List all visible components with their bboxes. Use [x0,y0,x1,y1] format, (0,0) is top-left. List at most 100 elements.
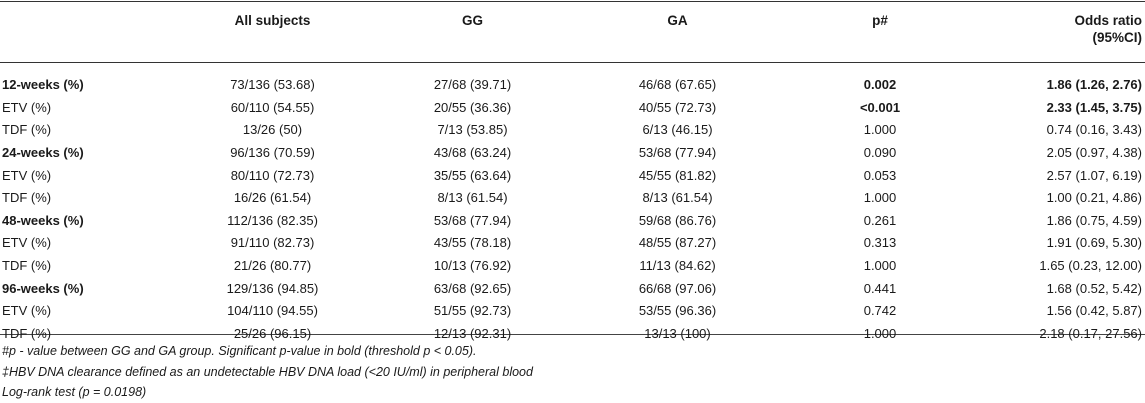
cell-odds-ratio: 1.65 (0.23, 12.00) [1039,258,1142,274]
cell-odds-ratio: 1.56 (0.42, 5.87) [1046,303,1142,319]
header-odds-ratio-line2: (95%CI) [1092,30,1142,45]
header-col-gg: GG [461,13,483,28]
cell-all-subjects: 25/26 (96.15) [233,325,312,341]
header-col-label [0,0,175,74]
cell-ga: 59/68 (86.76) [638,212,717,228]
cell-gg: 10/13 (76.92) [433,258,512,274]
cell-odds-ratio: 1.86 (0.75, 4.59) [1046,212,1142,228]
row-label: ETV (%) [2,99,52,115]
header-col-p: p# [872,13,888,28]
cell-odds-ratio: 0.74 (0.16, 3.43) [1046,122,1142,138]
cell-gg: 8/13 (61.54) [437,190,508,206]
footnote-hbv-dna: ‡HBV DNA clearance defined as an undetec… [2,364,533,379]
cell-all-subjects: 112/136 (82.35) [227,212,318,228]
cell-p-value: 1.000 [863,325,897,341]
row-label: ETV (%) [2,235,52,251]
cell-gg: 7/13 (53.85) [437,122,508,138]
cell-all-subjects: 129/136 (94.85) [226,280,319,296]
cell-ga: 11/13 (84.62) [639,258,716,274]
header-col-ga: GA [667,13,688,28]
top-rule [0,1,1145,2]
cell-odds-ratio: 1.68 (0.52, 5.42) [1046,280,1142,296]
cell-all-subjects: 21/26 (80.77) [233,258,312,274]
cell-odds-ratio: 1.91 (0.69, 5.30) [1046,235,1142,251]
cell-gg: 27/68 (39.71) [433,77,512,93]
cell-all-subjects: 80/110 (72.73) [230,167,315,183]
bottom-rule [0,334,1145,335]
header-row: All subjects GG GA p# Odds ratio (95%CI) [0,0,1145,74]
table-row: 48-weeks (%) 112/136 (82.35) 53/68 (77.94)… [0,210,1145,233]
cell-ga: 8/13 (61.54) [642,190,713,206]
cell-ga: 40/55 (72.73) [638,99,717,115]
cell-gg: 43/68 (63.24) [433,145,512,161]
cell-gg: 43/55 (78.18) [433,235,512,251]
table-footnotes: #p - value between GG and GA group. Sign… [2,341,533,403]
cell-gg: 53/68 (77.94) [433,212,512,228]
cell-odds-ratio: 1.00 (0.21, 4.86) [1046,190,1142,206]
table-row: TDF (%) 16/26 (61.54) 8/13 (61.54) 8/13 (61… [0,187,1145,210]
row-label: ETV (%) [2,303,52,319]
cell-gg: 51/55 (92.73) [433,303,512,319]
cell-all-subjects: 60/110 (54.55) [230,99,315,115]
cell-ga: 66/68 (97.06) [638,280,717,296]
table-row: 12-weeks (%) 73/136 (53.68) 27/68 (39.71) 4… [0,74,1145,97]
row-label: TDF (%) [2,122,52,138]
cell-all-subjects: 16/26 (61.54) [233,190,312,206]
table-row: ETV (%) 91/110 (82.73) 43/55 (78.18) 48/55 … [0,232,1145,255]
table-row: ETV (%) 80/110 (72.73) 35/55 (63.64) 45/55 … [0,164,1145,187]
cell-all-subjects: 96/136 (70.59) [230,145,315,161]
row-label: 24-weeks (%) [2,145,84,161]
header-rule [0,62,1145,63]
cell-ga: 53/68 (77.94) [638,145,717,161]
header-odds-ratio-line1: Odds ratio [1074,13,1142,28]
cell-odds-ratio: 2.57 (1.07, 6.19) [1046,167,1142,183]
table-row: 24-weeks (%) 96/136 (70.59) 43/68 (63.24) 5… [0,142,1145,165]
cell-p-value: 0.090 [863,145,897,161]
cell-all-subjects: 91/110 (82.73) [230,235,315,251]
row-label: 12-weeks (%) [2,77,84,93]
cell-p-value: 1.000 [863,190,897,206]
cell-odds-ratio: 2.33 (1.45, 3.75) [1046,99,1142,115]
cell-odds-ratio: 1.86 (1.26, 2.76) [1046,77,1142,93]
cell-ga: 13/13 (100) [644,325,711,341]
cell-p-value: 1.000 [863,258,897,274]
table-row: TDF (%) 25/26 (96.15) 12/13 (92.31) 13/13 (… [0,323,1145,346]
cell-gg: 12/13 (92.31) [433,325,512,341]
row-label: 48-weeks (%) [2,212,84,228]
cell-odds-ratio: 2.18 (0.17, 27.56) [1039,325,1142,341]
header-col-all-subjects: All subjects [234,13,311,28]
row-label: 96-weeks (%) [2,280,84,296]
table-row: 96-weeks (%) 129/136 (94.85) 63/68 (92.65)… [0,277,1145,300]
cell-ga: 45/55 (81.82) [638,167,717,183]
cell-gg: 35/55 (63.64) [433,167,512,183]
table-row: TDF (%) 13/26 (50) 7/13 (53.85) 6/13 (46.15… [0,119,1145,142]
cell-ga: 53/55 (96.36) [638,303,717,319]
table-row: TDF (%) 21/26 (80.77) 10/13 (76.92) 11/13 (… [0,255,1145,278]
cell-gg: 20/55 (36.36) [433,99,512,115]
cell-all-subjects: 73/136 (53.68) [230,77,315,93]
footnote-p-value: #p - value between GG and GA group. Sign… [2,344,477,358]
cell-p-value: 0.053 [863,167,897,183]
cell-all-subjects: 13/26 (50) [242,122,303,138]
cell-p-value: 0.002 [863,77,897,93]
cell-ga: 6/13 (46.15) [642,122,713,138]
table-row: ETV (%) 60/110 (54.55) 20/55 (36.36) 40/55 … [0,97,1145,120]
cell-ga: 48/55 (87.27) [638,235,717,251]
cell-odds-ratio: 2.05 (0.97, 4.38) [1046,145,1142,161]
footnote-log-rank: Log-rank test (p = 0.0198) [2,385,147,399]
cell-p-value: 1.000 [863,122,897,138]
results-table: All subjects GG GA p# Odds ratio (95%CI)… [0,0,1145,346]
row-label: TDF (%) [2,325,52,341]
cell-p-value: 0.261 [863,212,897,228]
cell-p-value: 0.742 [863,303,897,319]
cell-p-value: 0.441 [863,280,897,296]
header-col-odds-ratio: Odds ratio (95%CI) [980,0,1145,74]
cell-p-value: <0.001 [859,99,901,115]
row-label: TDF (%) [2,258,52,274]
table-row: ETV (%) 104/110 (94.55) 51/55 (92.73) 53/55… [0,300,1145,323]
cell-ga: 46/68 (67.65) [638,77,717,93]
cell-p-value: 0.313 [863,235,897,251]
cell-gg: 63/68 (92.65) [433,280,512,296]
row-label: ETV (%) [2,167,52,183]
